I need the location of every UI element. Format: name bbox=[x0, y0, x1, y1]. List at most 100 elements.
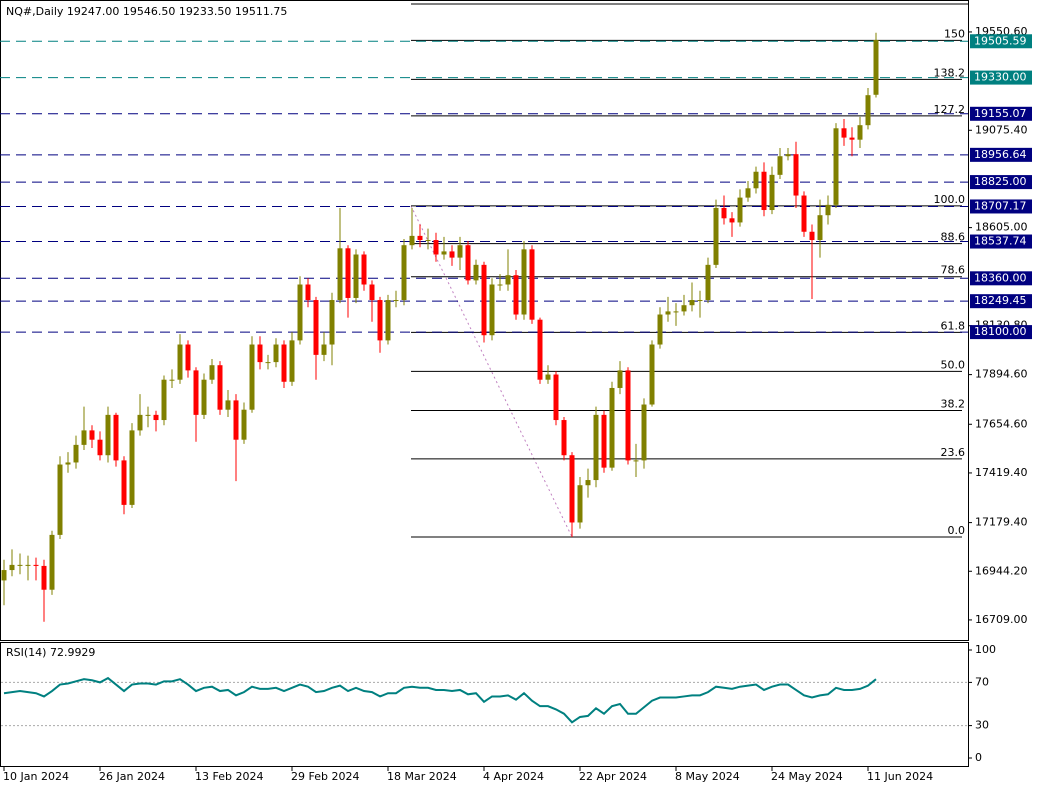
candle-body bbox=[153, 414, 159, 421]
candle-body bbox=[465, 245, 471, 281]
candle-body bbox=[129, 430, 135, 505]
price-level-box bbox=[970, 234, 1032, 249]
candle-body bbox=[209, 365, 215, 380]
candle-body bbox=[713, 207, 719, 265]
candle-body bbox=[769, 174, 775, 211]
candle-body bbox=[273, 344, 279, 363]
candle-body bbox=[841, 128, 847, 138]
candle-body bbox=[745, 188, 751, 198]
candle-body bbox=[761, 171, 767, 211]
y-tick-label: 17179.40 bbox=[975, 516, 1028, 529]
candle-body bbox=[481, 264, 487, 336]
rsi-line bbox=[3, 676, 877, 724]
y-tick-label: 16944.20 bbox=[975, 564, 1028, 577]
candle-body bbox=[289, 340, 295, 382]
candle-body bbox=[121, 460, 127, 505]
candle-body bbox=[57, 464, 63, 535]
candle-body bbox=[201, 379, 207, 415]
candle-body bbox=[649, 344, 655, 405]
candle-body bbox=[81, 430, 87, 445]
candle-body bbox=[369, 284, 375, 301]
candle-body bbox=[673, 311, 679, 313]
candle-body bbox=[865, 95, 871, 126]
candle-body bbox=[545, 374, 551, 380]
y-tick-label: 17894.60 bbox=[975, 368, 1028, 381]
fib-label: 61.8 bbox=[941, 319, 966, 332]
candle-body bbox=[145, 414, 151, 416]
candle-body bbox=[49, 534, 55, 590]
x-tick-label: 13 Feb 2024 bbox=[195, 770, 263, 783]
candle-body bbox=[457, 245, 463, 258]
candle-body bbox=[825, 204, 831, 216]
price-level-label: 18825.00 bbox=[974, 175, 1027, 188]
candle-body bbox=[225, 400, 231, 410]
y-tick-label: 30 bbox=[975, 719, 989, 732]
candle-body bbox=[449, 251, 455, 258]
candle-body bbox=[753, 171, 759, 189]
candle-body bbox=[553, 374, 559, 421]
candle-body bbox=[425, 240, 431, 242]
price-level-box bbox=[970, 325, 1032, 340]
price-level-label: 18360.00 bbox=[974, 271, 1027, 284]
chart-title: NQ#,Daily 19247.00 19546.50 19233.50 195… bbox=[6, 5, 287, 18]
candle-body bbox=[377, 300, 383, 341]
price-level-box bbox=[970, 175, 1032, 190]
candle-body bbox=[97, 439, 103, 456]
price-level-label: 18249.45 bbox=[974, 294, 1027, 307]
candle-body bbox=[241, 409, 247, 440]
candle-body bbox=[345, 248, 351, 298]
y-tick-label: 70 bbox=[975, 675, 989, 688]
candle-body bbox=[729, 218, 735, 223]
candle-body bbox=[529, 249, 535, 320]
candle-body bbox=[401, 245, 407, 301]
candle-body bbox=[873, 39, 879, 95]
candle-body bbox=[321, 344, 327, 355]
candle-body bbox=[697, 300, 703, 302]
candle-body bbox=[105, 414, 111, 456]
candle-body bbox=[25, 564, 31, 566]
y-tick-label: 17654.60 bbox=[975, 417, 1028, 430]
candle-body bbox=[569, 455, 575, 523]
candle-body bbox=[17, 564, 23, 566]
candle-body bbox=[497, 284, 503, 286]
price-level-label: 18537.74 bbox=[974, 235, 1027, 248]
candle-body bbox=[601, 414, 607, 468]
candle-body bbox=[409, 235, 415, 246]
candle-body bbox=[521, 249, 527, 315]
candle-body bbox=[625, 370, 631, 461]
x-tick-label: 26 Jan 2024 bbox=[99, 770, 165, 783]
candle-body bbox=[161, 379, 167, 421]
candle-body bbox=[313, 300, 319, 355]
x-tick-label: 24 May 2024 bbox=[771, 770, 843, 783]
fib-label: 150 bbox=[944, 27, 965, 40]
fib-label: 127.2 bbox=[934, 103, 966, 116]
y-tick-label: 18605.00 bbox=[975, 221, 1028, 234]
candle-body bbox=[337, 248, 343, 301]
candle-body bbox=[185, 344, 191, 371]
candle-body bbox=[65, 462, 71, 465]
candle-body bbox=[585, 480, 591, 486]
candle-body bbox=[169, 379, 175, 381]
fib-label: 23.6 bbox=[941, 446, 966, 459]
fib-trend bbox=[410, 205, 573, 538]
candle-body bbox=[1, 570, 7, 581]
price-level-box bbox=[970, 106, 1032, 121]
fib-label: 138.2 bbox=[934, 66, 966, 79]
candle-body bbox=[617, 370, 623, 388]
candle-body bbox=[657, 314, 663, 345]
price-level-box bbox=[970, 271, 1032, 286]
fib-label: 100.0 bbox=[934, 193, 966, 206]
y-tick-label: 16709.00 bbox=[975, 613, 1028, 626]
candle-body bbox=[505, 275, 511, 285]
candle-body bbox=[705, 264, 711, 301]
price-level-box bbox=[970, 34, 1032, 49]
candle-body bbox=[177, 344, 183, 380]
y-tick-label: 17419.40 bbox=[975, 466, 1028, 479]
y-tick-label: 19075.40 bbox=[975, 123, 1028, 136]
candle-body bbox=[73, 444, 79, 463]
candle-body bbox=[665, 311, 671, 315]
candle-body bbox=[561, 420, 567, 456]
candle-body bbox=[361, 254, 367, 285]
